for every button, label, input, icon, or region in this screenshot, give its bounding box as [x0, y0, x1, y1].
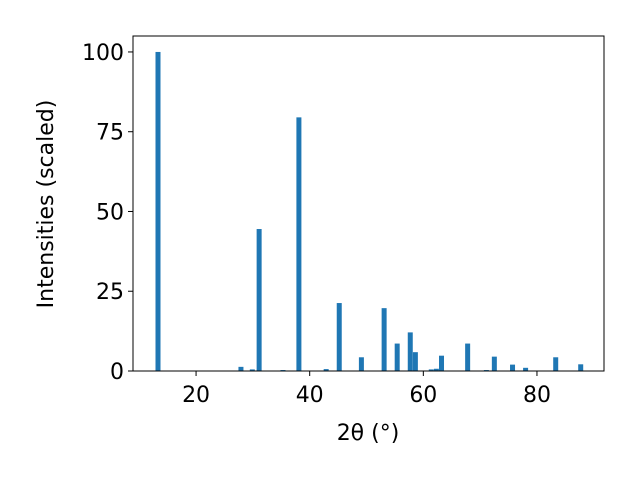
plot-frame [132, 35, 605, 372]
bar [510, 364, 516, 371]
y-tick-label: 0 [110, 360, 124, 385]
bar [296, 117, 302, 371]
y-tick-label: 50 [96, 200, 124, 225]
bar [381, 308, 387, 371]
y-tick-label: 75 [96, 121, 124, 146]
bar [578, 364, 584, 371]
bar [491, 356, 497, 371]
x-tick-label: 20 [182, 383, 210, 408]
bar [336, 303, 342, 371]
x-axis-label: 2θ (°) [337, 421, 400, 446]
y-tick-label: 25 [96, 280, 124, 305]
x-tick-label: 60 [409, 383, 437, 408]
x-tick-label: 80 [523, 383, 551, 408]
bar [407, 332, 413, 371]
bar [256, 229, 262, 371]
bar [238, 366, 244, 371]
bar [439, 355, 445, 371]
bar [433, 368, 439, 371]
bar [428, 369, 434, 371]
bar [523, 367, 529, 371]
bar [323, 369, 329, 371]
bar [465, 343, 471, 371]
bar [412, 352, 418, 371]
y-tick-label: 100 [82, 41, 124, 66]
bar [358, 357, 364, 371]
bar [394, 343, 400, 371]
bar [553, 357, 559, 371]
y-axis-label: Intensities (scaled) [34, 100, 59, 309]
x-tick-label: 40 [296, 383, 324, 408]
bar [249, 369, 255, 371]
bar [155, 51, 161, 371]
